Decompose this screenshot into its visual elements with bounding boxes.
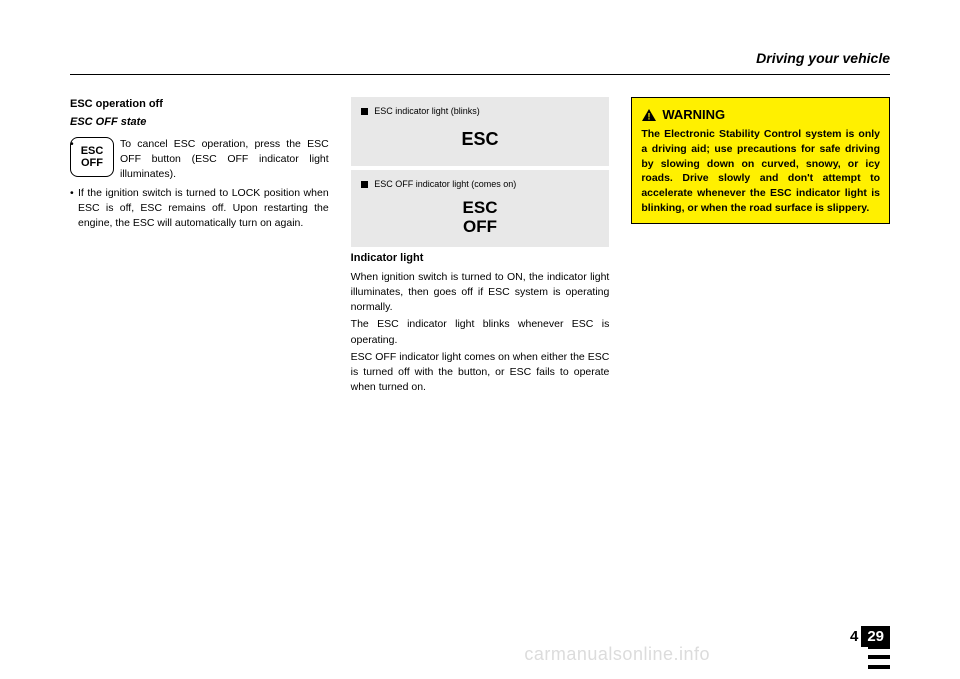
col2-para-2: The ESC indicator light blinks whenever … — [351, 317, 610, 347]
indicator-label-text-1: ESC indicator light (blinks) — [374, 106, 480, 116]
col2-para-1: When ignition switch is turned to ON, th… — [351, 270, 610, 316]
columns-container: ESC operation off ESC OFF state ESC OFF … — [70, 97, 890, 397]
column-1: ESC operation off ESC OFF state ESC OFF … — [70, 97, 329, 397]
bullet-item: To cancel ESC operation, press the ESC O… — [70, 137, 329, 183]
indicator-box-1: ESC indicator light (blinks) ESC — [351, 97, 610, 166]
indicator-label-1: ESC indicator light (blinks) — [361, 105, 600, 118]
square-icon — [361, 181, 368, 188]
col1-content: ESC OFF To cancel ESC operation, press t… — [70, 137, 329, 234]
col1-heading: ESC operation off — [70, 97, 329, 113]
svg-text:!: ! — [648, 112, 651, 122]
footer-bar — [868, 655, 890, 659]
esc-off-line1: ESC — [361, 199, 600, 218]
header: Driving your vehicle — [70, 50, 890, 68]
square-icon — [361, 108, 368, 115]
esc-text-large: ESC — [361, 126, 600, 152]
watermark: carmanualsonline.info — [524, 644, 710, 665]
indicator-box-2: ESC OFF indicator light (comes on) ESC O… — [351, 170, 610, 247]
esc-off-line2: OFF — [361, 218, 600, 237]
header-rule — [70, 74, 890, 75]
col1-subheading: ESC OFF state — [70, 115, 329, 131]
footer-bars — [868, 639, 890, 669]
warning-body: The Electronic Stability Control system … — [641, 127, 880, 215]
warning-triangle-icon: ! — [641, 108, 657, 122]
section-title: Driving your vehicle — [756, 50, 890, 66]
warning-box: ! WARNING The Electronic Stability Contr… — [631, 97, 890, 224]
col2-para-3: ESC OFF indicator light comes on when ei… — [351, 350, 610, 396]
footer-bar — [868, 665, 890, 669]
page-chapter: 4 — [850, 628, 858, 645]
bullet-item: If the ignition switch is turned to LOCK… — [70, 186, 329, 232]
bullet-list: To cancel ESC operation, press the ESC O… — [70, 137, 329, 231]
warning-title: WARNING — [662, 106, 725, 124]
page-container: Driving your vehicle ESC operation off E… — [0, 0, 960, 679]
indicator-label-text-2: ESC OFF indicator light (comes on) — [374, 179, 516, 189]
col2-heading: Indicator light — [351, 251, 610, 267]
footer-bar — [868, 645, 890, 649]
column-3: ! WARNING The Electronic Stability Contr… — [631, 97, 890, 397]
esc-off-text-large: ESC OFF — [361, 199, 600, 236]
warning-title-row: ! WARNING — [641, 106, 880, 124]
column-2: ESC indicator light (blinks) ESC ESC OFF… — [351, 97, 610, 397]
indicator-label-2: ESC OFF indicator light (comes on) — [361, 178, 600, 191]
